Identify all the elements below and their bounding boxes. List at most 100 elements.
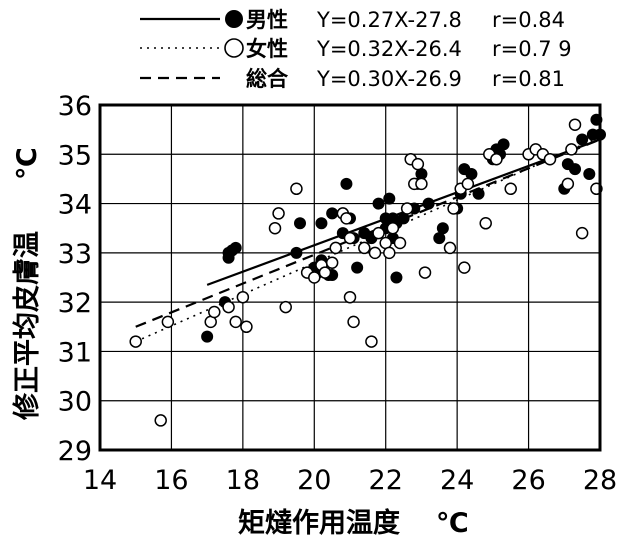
y-tick-label: 34: [58, 190, 92, 221]
point-male: [372, 197, 385, 210]
point-female: [386, 221, 400, 235]
point-female: [443, 241, 457, 255]
point-male: [472, 187, 485, 200]
point-female: [240, 320, 253, 334]
point-female: [568, 118, 582, 131]
fit-line-dashed: [135, 138, 601, 328]
point-female: [411, 157, 425, 171]
x-tick-label: 24: [440, 465, 474, 496]
x-axis-label: 矩燵作用温度: [238, 507, 400, 539]
point-male: [436, 222, 449, 235]
point-female: [365, 335, 378, 348]
legend-male-marker: [225, 10, 243, 28]
point-female: [325, 256, 339, 269]
point-female: [129, 335, 142, 348]
y-axis-unit: ℃: [12, 147, 43, 180]
legend-total-r: r=0.81: [492, 67, 565, 91]
legend-total-name: 総合: [246, 67, 289, 91]
point-male: [415, 168, 428, 180]
point-female: [229, 315, 242, 329]
legend-male-r: r=0.84: [492, 8, 565, 32]
legend-total-equation: Y=0.30X-26.9: [316, 67, 462, 91]
x-tick-label: 16: [154, 465, 188, 496]
y-tick-label: 31: [58, 337, 92, 368]
point-male: [229, 241, 242, 254]
y-tick-label: 33: [58, 239, 92, 270]
point-male: [397, 212, 410, 225]
point-male: [465, 168, 478, 180]
point-female: [343, 290, 357, 304]
point-male: [383, 192, 396, 205]
point-male: [576, 133, 589, 146]
point-female: [268, 221, 282, 235]
legend-female-name: 女性: [246, 37, 288, 61]
point-male: [351, 261, 364, 274]
point-female: [279, 300, 292, 314]
point-male: [201, 330, 214, 343]
point-female: [290, 182, 303, 196]
point-male: [315, 217, 328, 230]
point-female: [347, 315, 360, 329]
point-female: [208, 305, 221, 319]
point-male: [422, 197, 435, 210]
point-male: [433, 232, 446, 245]
x-tick-label: 20: [297, 465, 331, 496]
legend-female-r: r=0.7 9: [492, 37, 572, 61]
point-female: [308, 271, 321, 284]
point-male: [583, 168, 596, 180]
point-female: [222, 300, 235, 314]
point-female: [561, 177, 575, 191]
point-male: [294, 217, 306, 230]
x-tick-labels: 14 16 18 20 22 24 26 28: [83, 465, 617, 496]
legend-male-name: 男性: [246, 8, 288, 32]
x-tick-label: 22: [369, 465, 403, 496]
point-female: [383, 246, 396, 260]
point-male: [340, 177, 353, 190]
point-female: [418, 266, 432, 279]
legend: 男性 Y=0.27X-27.8 r=0.84 女性 Y=0.32X-26.4 r…: [140, 8, 572, 91]
point-female: [400, 202, 414, 215]
point-female: [504, 182, 517, 196]
y-tick-label: 32: [58, 288, 92, 319]
legend-female-marker: [224, 38, 244, 58]
x-tick-label: 26: [511, 465, 545, 496]
point-female: [415, 177, 428, 191]
data-points: [129, 113, 606, 427]
point-female: [372, 226, 385, 240]
y-tick-label: 36: [58, 91, 92, 122]
point-female: [343, 231, 357, 245]
x-tick-label: 28: [583, 465, 617, 496]
y-axis-label: 修正平均皮膚温: [12, 231, 43, 421]
point-female: [543, 152, 557, 166]
y-tick-label: 35: [58, 140, 92, 171]
point-female: [154, 414, 167, 427]
point-female: [272, 207, 285, 220]
x-tick-label: 14: [83, 465, 117, 496]
point-female: [161, 315, 175, 329]
point-female: [565, 143, 578, 156]
point-female: [236, 290, 250, 304]
y-tick-label: 29: [58, 436, 92, 467]
point-male: [569, 163, 581, 176]
point-female: [490, 152, 503, 166]
point-female: [479, 217, 492, 230]
y-tick-label: 30: [58, 387, 92, 418]
point-male: [497, 138, 510, 151]
point-female: [458, 261, 471, 274]
point-male: [390, 271, 403, 284]
point-male: [326, 207, 339, 220]
point-female: [318, 266, 332, 279]
point-female: [329, 241, 342, 255]
legend-male-equation: Y=0.27X-27.8: [316, 8, 462, 32]
legend-female-equation: Y=0.32X-26.4: [316, 37, 462, 61]
point-male: [290, 246, 303, 259]
point-female: [393, 236, 407, 250]
point-female: [358, 241, 371, 255]
point-female: [575, 226, 589, 240]
plot-frame: [98, 103, 602, 452]
point-female: [447, 202, 460, 215]
y-tick-labels: 29 30 31 32 33 34 35 36: [58, 91, 92, 467]
point-female: [461, 177, 475, 191]
x-axis-unit: ℃: [436, 508, 469, 539]
